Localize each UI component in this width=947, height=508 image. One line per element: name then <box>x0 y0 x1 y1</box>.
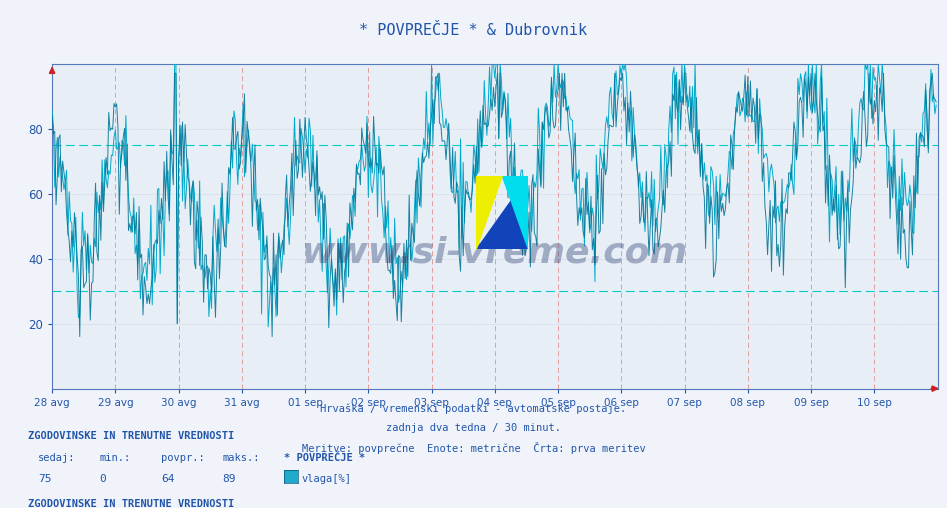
Text: ZGODOVINSKE IN TRENUTNE VREDNOSTI: ZGODOVINSKE IN TRENUTNE VREDNOSTI <box>28 431 235 441</box>
Polygon shape <box>476 176 528 249</box>
Text: ZGODOVINSKE IN TRENUTNE VREDNOSTI: ZGODOVINSKE IN TRENUTNE VREDNOSTI <box>28 499 235 508</box>
Polygon shape <box>476 176 503 249</box>
Text: zadnja dva tedna / 30 minut.: zadnja dva tedna / 30 minut. <box>386 423 561 433</box>
Text: Hrvaška / vremenski podatki - avtomatske postaje.: Hrvaška / vremenski podatki - avtomatske… <box>320 404 627 415</box>
Text: 89: 89 <box>223 474 236 484</box>
Text: 75: 75 <box>38 474 51 484</box>
Text: * POVPREČJE * & Dubrovnik: * POVPREČJE * & Dubrovnik <box>360 23 587 38</box>
Text: * POVPREČJE *: * POVPREČJE * <box>284 453 366 463</box>
Text: povpr.:: povpr.: <box>161 453 205 463</box>
Polygon shape <box>503 176 528 249</box>
Text: www.si-vreme.com: www.si-vreme.com <box>302 235 688 269</box>
Text: 0: 0 <box>99 474 106 484</box>
Text: vlaga[%]: vlaga[%] <box>301 474 351 484</box>
Text: maks.:: maks.: <box>223 453 260 463</box>
Text: sedaj:: sedaj: <box>38 453 76 463</box>
Text: min.:: min.: <box>99 453 131 463</box>
Text: 64: 64 <box>161 474 174 484</box>
Text: Meritve: povprečne  Enote: metrične  Črta: prva meritev: Meritve: povprečne Enote: metrične Črta:… <box>302 442 645 455</box>
